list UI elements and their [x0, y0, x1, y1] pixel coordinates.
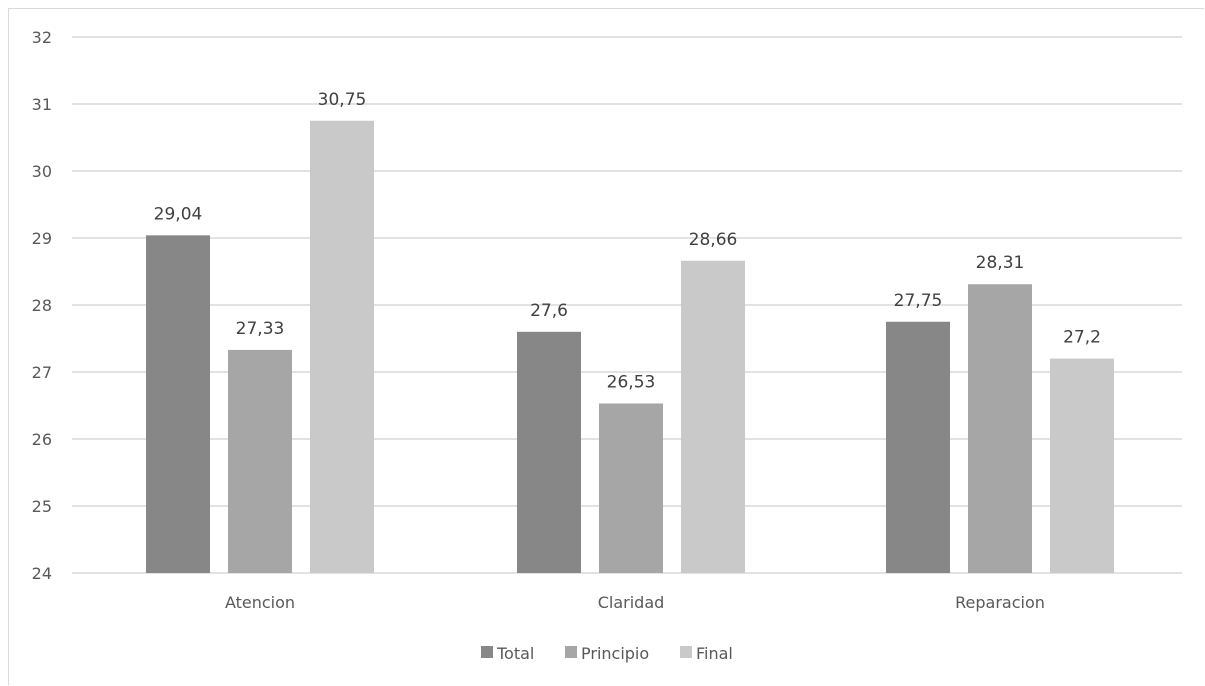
- data-label: 29,04: [154, 204, 203, 224]
- bar-principio-claridad: [599, 403, 663, 573]
- legend-label: Final: [696, 644, 733, 663]
- y-tick-label: 24: [32, 564, 52, 583]
- legend-swatch-principio: [565, 646, 577, 658]
- x-category-label: Atencion: [225, 593, 295, 612]
- data-label: 30,75: [318, 90, 367, 110]
- data-label: 27,33: [236, 319, 285, 339]
- bar-principio-atencion: [228, 349, 292, 573]
- y-tick-label: 31: [32, 95, 52, 114]
- bar-final-claridad: [681, 260, 745, 573]
- y-tick-label: 25: [32, 497, 52, 516]
- data-label: 27,75: [894, 291, 943, 311]
- bar-final-atencion: [310, 120, 374, 573]
- y-tick-label: 30: [32, 162, 52, 181]
- y-tick-label: 28: [32, 296, 52, 315]
- bar-total-claridad: [517, 331, 581, 573]
- legend-swatch-total: [481, 646, 493, 658]
- bar-final-reparacion: [1050, 358, 1114, 573]
- data-label: 28,66: [689, 230, 738, 250]
- y-tick-label: 32: [32, 28, 52, 47]
- bar-principio-reparacion: [968, 284, 1032, 573]
- data-label: 26,53: [607, 372, 656, 392]
- legend-swatch-final: [680, 646, 692, 658]
- data-label: 27,2: [1063, 328, 1101, 348]
- data-label: 28,31: [976, 253, 1025, 273]
- x-category-label: Reparacion: [955, 593, 1045, 612]
- y-tick-label: 26: [32, 430, 52, 449]
- x-category-label: Claridad: [598, 593, 665, 612]
- legend-label: Total: [496, 644, 534, 663]
- bar-total-atencion: [146, 235, 210, 573]
- chart-frame: [8, 8, 1204, 685]
- y-tick-label: 27: [32, 363, 52, 382]
- legend-label: Principio: [581, 644, 649, 663]
- y-tick-label: 29: [32, 229, 52, 248]
- data-label: 27,6: [530, 301, 568, 321]
- bar-total-reparacion: [886, 321, 950, 573]
